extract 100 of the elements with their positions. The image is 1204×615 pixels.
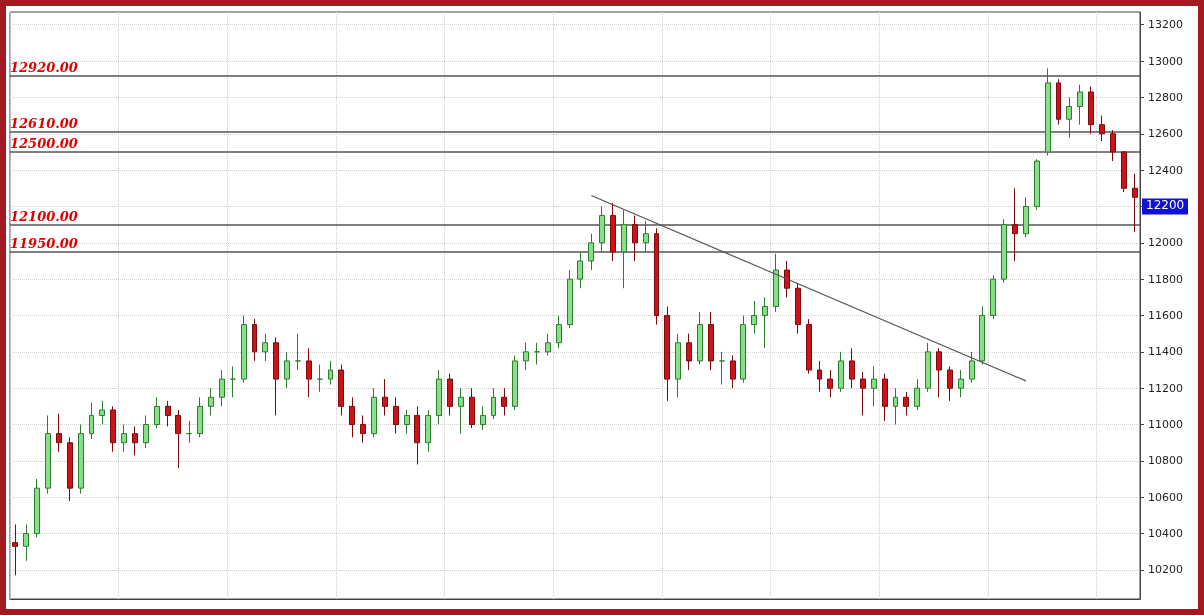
candlestick xyxy=(1045,67,1051,157)
y-tick-label: 12400 xyxy=(1148,163,1183,177)
candlestick xyxy=(241,315,247,384)
candlestick xyxy=(740,315,746,384)
candlestick xyxy=(99,400,105,426)
candlestick xyxy=(675,333,681,398)
y-tick-label: 10600 xyxy=(1148,490,1183,504)
y-tick-label: 13000 xyxy=(1148,54,1183,68)
candlestick xyxy=(78,424,84,495)
candlestick xyxy=(458,387,464,435)
candlestick xyxy=(491,387,496,420)
candlestick xyxy=(404,409,410,435)
candlestick xyxy=(219,369,225,407)
candlestick xyxy=(45,414,51,495)
candlestick xyxy=(773,253,779,313)
candlestick xyxy=(501,387,507,416)
candlestick xyxy=(936,347,942,398)
candlestick xyxy=(186,420,192,444)
candlestick xyxy=(480,405,486,431)
candlestick xyxy=(632,215,638,262)
candlestick xyxy=(154,396,160,429)
candlestick xyxy=(1088,86,1094,135)
candlestick xyxy=(523,342,529,371)
candlestick xyxy=(208,387,214,416)
candlestick xyxy=(393,396,399,435)
candlestick xyxy=(882,373,888,422)
candlestick xyxy=(588,233,594,271)
candlestick xyxy=(903,391,909,416)
candlestick xyxy=(23,523,29,562)
candlestick xyxy=(860,371,866,416)
candlestick xyxy=(827,369,833,398)
candlestick xyxy=(545,333,551,356)
candlestick xyxy=(360,414,366,444)
candlestick xyxy=(67,436,73,502)
candlestick xyxy=(425,409,431,453)
candlestick xyxy=(121,424,127,453)
text: 12200 xyxy=(1146,198,1185,213)
candlestick xyxy=(610,202,616,262)
ref-line-label: 11950.00 xyxy=(10,235,78,251)
candlestick xyxy=(751,300,757,335)
candlestick xyxy=(979,305,985,366)
candlestick xyxy=(230,365,236,398)
candlestick xyxy=(730,354,736,389)
candlestick xyxy=(914,378,920,411)
candlestick xyxy=(1012,187,1018,262)
candlestick xyxy=(1132,173,1138,233)
candlestick xyxy=(958,369,964,398)
candlestick xyxy=(382,378,388,416)
y-tick-label: 12800 xyxy=(1148,90,1183,104)
candlestick xyxy=(414,405,420,466)
y-tick-label: 12000 xyxy=(1148,236,1183,250)
candlestick xyxy=(686,333,692,371)
y-tick-label: 11200 xyxy=(1148,381,1183,395)
y-tick-label: 13200 xyxy=(1148,18,1183,32)
candlestick xyxy=(436,369,442,426)
candlestick xyxy=(567,269,573,329)
candlestick xyxy=(697,311,703,366)
ref-line-label: 12100.00 xyxy=(10,208,78,224)
candlestick xyxy=(197,396,203,438)
candlestick xyxy=(328,360,333,386)
y-tick-label: 10800 xyxy=(1148,454,1183,468)
candlestick xyxy=(817,360,822,393)
candlestick xyxy=(784,260,790,298)
candlestick xyxy=(621,209,627,289)
candlestick xyxy=(795,282,801,335)
candlestick xyxy=(1001,218,1007,284)
candlestick xyxy=(1110,129,1116,162)
candlestick xyxy=(132,425,138,456)
candlestick xyxy=(664,305,670,402)
candlestick xyxy=(708,311,714,371)
y-tick-label: 11400 xyxy=(1148,345,1183,359)
candlestick xyxy=(1099,115,1105,142)
candlestick xyxy=(273,336,279,416)
y-tick-label: 10400 xyxy=(1148,527,1183,541)
candlestick xyxy=(1056,78,1061,126)
candlestick xyxy=(1023,196,1029,238)
y-tick-label: 11600 xyxy=(1148,309,1183,322)
candlestick xyxy=(295,333,301,371)
candlestick xyxy=(110,405,116,453)
candlestick xyxy=(34,478,40,538)
candlestick xyxy=(262,333,268,362)
candlestick xyxy=(806,318,812,375)
candlestick xyxy=(175,409,181,469)
candlestick xyxy=(143,414,149,449)
candlestick xyxy=(719,351,725,386)
candlestick xyxy=(990,275,996,320)
candlestick xyxy=(577,251,583,289)
candlestick xyxy=(252,318,257,362)
candlestick xyxy=(306,347,312,398)
candlestick xyxy=(1077,84,1083,126)
candlestick xyxy=(1121,151,1127,193)
candlestick xyxy=(165,400,171,427)
y-tick-label: 11000 xyxy=(1148,418,1183,432)
candlestick xyxy=(56,413,62,453)
candlestick xyxy=(893,387,898,426)
candlestick xyxy=(925,342,931,393)
ref-line-label: 12610.00 xyxy=(10,115,78,131)
candlestick xyxy=(534,342,540,366)
candlestick xyxy=(871,365,877,407)
ref-line-label: 12920.00 xyxy=(10,59,78,75)
